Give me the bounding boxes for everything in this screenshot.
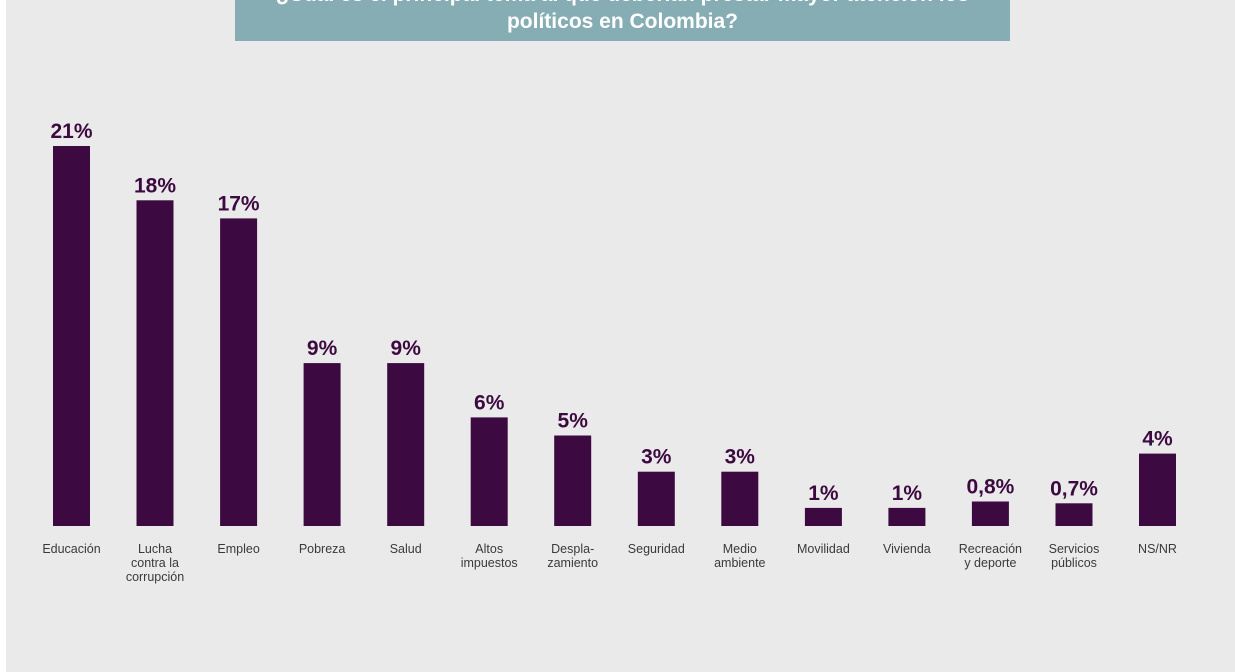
bar xyxy=(1055,503,1093,526)
category-label: Recreación y deporte xyxy=(959,542,1022,570)
category-label: Seguridad xyxy=(628,542,685,556)
category-label: Altos impuestos xyxy=(461,542,518,570)
category-label: Medio ambiente xyxy=(714,542,765,570)
title-banner: ¿Cuál es el principal tema al que deberí… xyxy=(235,0,1010,41)
bar xyxy=(53,146,90,526)
bar-value-label: 9% xyxy=(391,337,422,360)
bar xyxy=(303,363,341,526)
bar xyxy=(637,471,675,526)
bar-value-label: 3% xyxy=(641,446,672,469)
category-label: Educación xyxy=(42,542,100,556)
chart-title: ¿Cuál es el principal tema al que deberí… xyxy=(276,0,969,33)
bar xyxy=(136,200,174,527)
category-label: Empleo xyxy=(217,542,259,556)
bar-value-label: 0,8% xyxy=(966,476,1014,499)
chart-panel xyxy=(6,0,1235,672)
bar-value-label: 3% xyxy=(725,446,756,469)
category-label: Servicios públicos xyxy=(1049,542,1100,570)
bar xyxy=(971,501,1009,526)
bar xyxy=(554,435,592,526)
bar xyxy=(1139,453,1176,526)
bar-value-label: 5% xyxy=(558,410,589,433)
bar-value-label: 1% xyxy=(892,482,923,505)
bar xyxy=(888,507,926,526)
category-label: NS/NR xyxy=(1138,542,1177,556)
bar xyxy=(470,417,508,526)
category-label: Movilidad xyxy=(797,542,850,556)
bar-value-label: 0,7% xyxy=(1050,477,1098,500)
bar-value-label: 4% xyxy=(1142,428,1173,451)
bar-value-label: 6% xyxy=(474,391,505,414)
category-label: Despla-zamiento xyxy=(547,542,598,570)
bar-value-label: 17% xyxy=(218,192,260,215)
bar xyxy=(220,218,258,526)
bar xyxy=(721,471,759,526)
bar-value-label: 18% xyxy=(134,174,176,197)
bar xyxy=(804,507,842,526)
bar-value-label: 1% xyxy=(808,482,839,505)
category-label: Salud xyxy=(390,542,422,556)
category-label: Pobreza xyxy=(299,542,346,556)
category-label: Vivienda xyxy=(883,542,931,556)
bar-value-label: 9% xyxy=(307,337,338,360)
category-label: Lucha contra la corrupción xyxy=(126,542,184,584)
bar xyxy=(387,363,425,526)
bar-value-label: 21% xyxy=(50,120,92,143)
